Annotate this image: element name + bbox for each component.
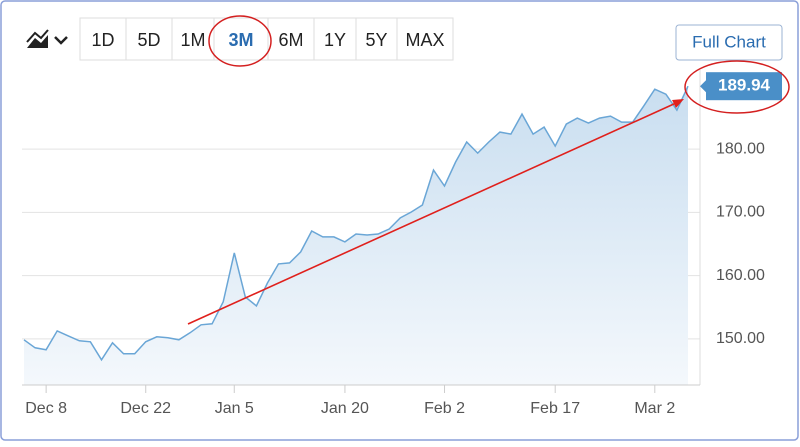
highlight-ellipse: [684, 60, 790, 114]
range-button[interactable]: 1D: [91, 30, 114, 50]
range-button[interactable]: 1M: [180, 30, 205, 50]
x-tick-label: Feb 2: [424, 400, 465, 417]
range-button[interactable]: MAX: [405, 30, 444, 50]
y-tick-label: 170.00: [716, 204, 765, 221]
range-button[interactable]: 3M: [228, 30, 253, 50]
y-tick-label: 180.00: [716, 140, 765, 157]
x-tick-label: Dec 8: [25, 400, 67, 417]
x-tick-label: Dec 22: [120, 400, 171, 417]
full-chart-label[interactable]: Full Chart: [692, 32, 766, 51]
area-fill: [24, 86, 688, 385]
chart-type-icon[interactable]: [26, 29, 68, 48]
highlight-ellipse: [208, 15, 272, 67]
annotation-arrow: [187, 102, 677, 325]
x-tick-label: Jan 5: [215, 400, 254, 417]
range-button[interactable]: 5D: [137, 30, 160, 50]
price-line: [23, 85, 689, 362]
full-chart-button[interactable]: [675, 24, 783, 61]
x-tick-label: Mar 2: [634, 400, 675, 417]
x-tick-label: Jan 20: [321, 400, 369, 417]
range-button[interactable]: 1Y: [324, 30, 346, 50]
badge-pointer: [700, 80, 706, 93]
x-tick-label: Feb 17: [530, 400, 580, 417]
range-button[interactable]: 6M: [278, 30, 303, 50]
last-price-label: 189.94: [718, 76, 771, 95]
range-button[interactable]: 5Y: [365, 30, 387, 50]
y-tick-label: 160.00: [716, 267, 765, 284]
y-tick-label: 150.00: [716, 330, 765, 347]
arrow-head: [672, 99, 684, 108]
last-price-badge: [706, 72, 782, 101]
